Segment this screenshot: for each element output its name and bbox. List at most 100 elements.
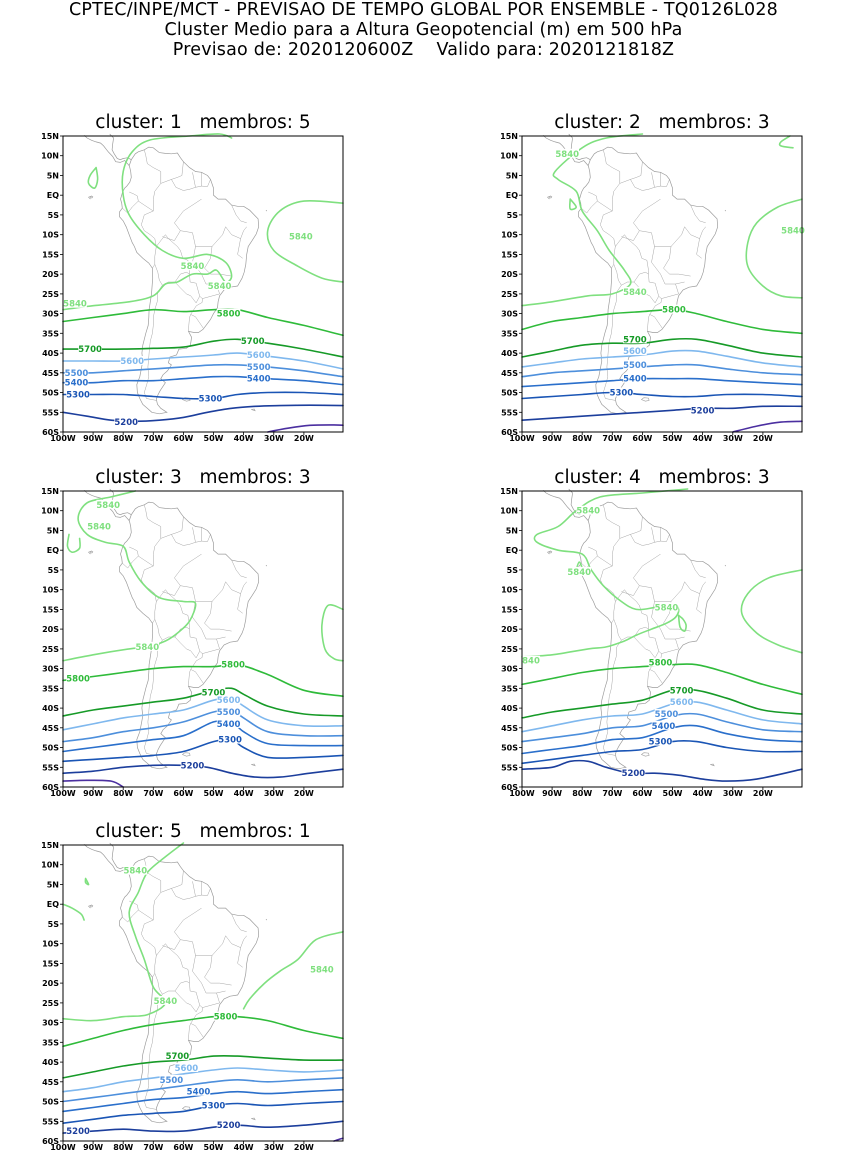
header-line-2: Cluster Medio para a Altura Geopotencial… [164,20,683,40]
lat-label: 50S [501,389,518,398]
contour-label: 5200 [691,406,715,416]
contour-5800 [521,308,803,335]
contour-label-bg [246,373,271,383]
contour-5840 [62,133,233,311]
contour-5500 [521,363,803,378]
country-border [225,935,247,948]
contour-label-bg [609,387,634,397]
contour-label: 5400 [65,379,89,389]
contour-label: 5800 [221,661,245,671]
island [550,550,553,554]
contour-5400 [62,375,344,386]
lat-label: 55S [42,763,59,772]
contour-5840 [521,133,644,307]
contour-label: 5840 [555,150,579,160]
country-border [696,238,702,259]
map-panel-cluster-1: cluster: 1 membros: 5 5840 5840 5840 5840 58… [29,112,359,443]
lat-label: 10S [42,940,59,949]
country-border [630,179,670,191]
lat-label: 5S [48,211,60,220]
island [251,763,256,767]
lat-label: 60S [501,428,518,437]
country-border [603,285,622,401]
contour-5700 [521,337,803,358]
contour-label-bg [567,566,591,576]
country-border [141,858,162,978]
map-panel-cluster-5: cluster: 5 membros: 1 5840 5840 5840 5800 57… [29,821,359,1152]
country-border [237,947,243,968]
contour-label: 5300 [610,389,634,399]
contour-5200 [62,1120,344,1134]
contour-label: 5200 [217,1121,241,1131]
map-border [521,490,803,788]
lat-label: 10S [42,231,59,240]
map-border [62,135,344,433]
lat-label: 45S [42,1078,59,1087]
country-border [651,246,685,285]
lon-label: 40W [234,434,254,443]
country-border [154,264,190,286]
country-border [597,555,613,567]
country-border [171,534,211,546]
lon-label: 90W [83,434,103,443]
contour-label-bg [153,995,178,1005]
contour-5840 [521,488,689,658]
lat-label: 15N [500,487,518,496]
contour-label-bg [165,1051,190,1061]
contour-label: 5800 [66,675,90,685]
lon-label: 50W [663,789,683,798]
lon-label: 100W [50,1143,76,1152]
lat-label: 15N [41,487,59,496]
contour-label-bg [96,499,120,509]
contour-label: 5840 [181,262,205,272]
lon-label: 60W [173,1143,193,1152]
lon-label: 60W [632,789,652,798]
contour-label: 5500 [247,363,271,373]
lat-label: 30S [42,665,59,674]
contour-label-bg [123,865,148,875]
country-border [581,191,598,214]
contour-label: 5400 [187,1088,211,1098]
contour-label: 5700 [670,686,694,696]
contour-label: 5840 [208,282,232,292]
lat-label: 55S [42,1117,59,1126]
country-border [633,636,659,659]
country-border [171,888,211,900]
lat-label: 30S [42,310,59,319]
contour-label: 5200 [114,418,138,428]
contour-label: 5200 [66,1127,90,1137]
contour-label: 5840 [289,233,313,243]
contour-label: 5840 [781,227,805,237]
contour-5400 [521,724,803,755]
contour-5840 [87,166,99,189]
contour-label: 5700 [78,345,102,355]
contour-5840 [66,533,81,554]
geopotential-map: 5840584058405840580057005700560056005500… [41,132,344,443]
contour-5840 [740,569,803,654]
contour-label: 5840 [567,568,591,578]
lat-label: 40S [42,704,59,713]
contour-label-bg [66,389,90,399]
contour-label: 5840 [135,643,159,653]
lon-label: 80W [572,789,592,798]
contour-label-bg [246,350,271,359]
lat-label: 5N [47,527,59,536]
contour-label: 5700 [202,688,226,698]
lat-label: 40S [501,349,518,358]
map-frame: 5840 5840 5840 5800 5800 5700 5600 5500 5400 5300… [41,487,344,798]
country-border [138,909,154,921]
country-border [162,226,226,247]
country-border [690,205,706,224]
contour-label-bg [207,281,232,290]
contour-label-bg [66,1126,90,1136]
map-panel-cluster-3: cluster: 3 membros: 3 5840 5840 5840 5800 58… [29,467,359,798]
country-border [651,527,655,543]
country-border [633,553,661,586]
lat-label: 10S [501,586,518,595]
contour-5200 [62,764,344,779]
country-border [663,246,691,277]
lon-label: 70W [602,789,622,798]
lat-label: 60S [501,783,518,792]
contour-label: 5700 [623,335,647,345]
island [547,550,551,555]
